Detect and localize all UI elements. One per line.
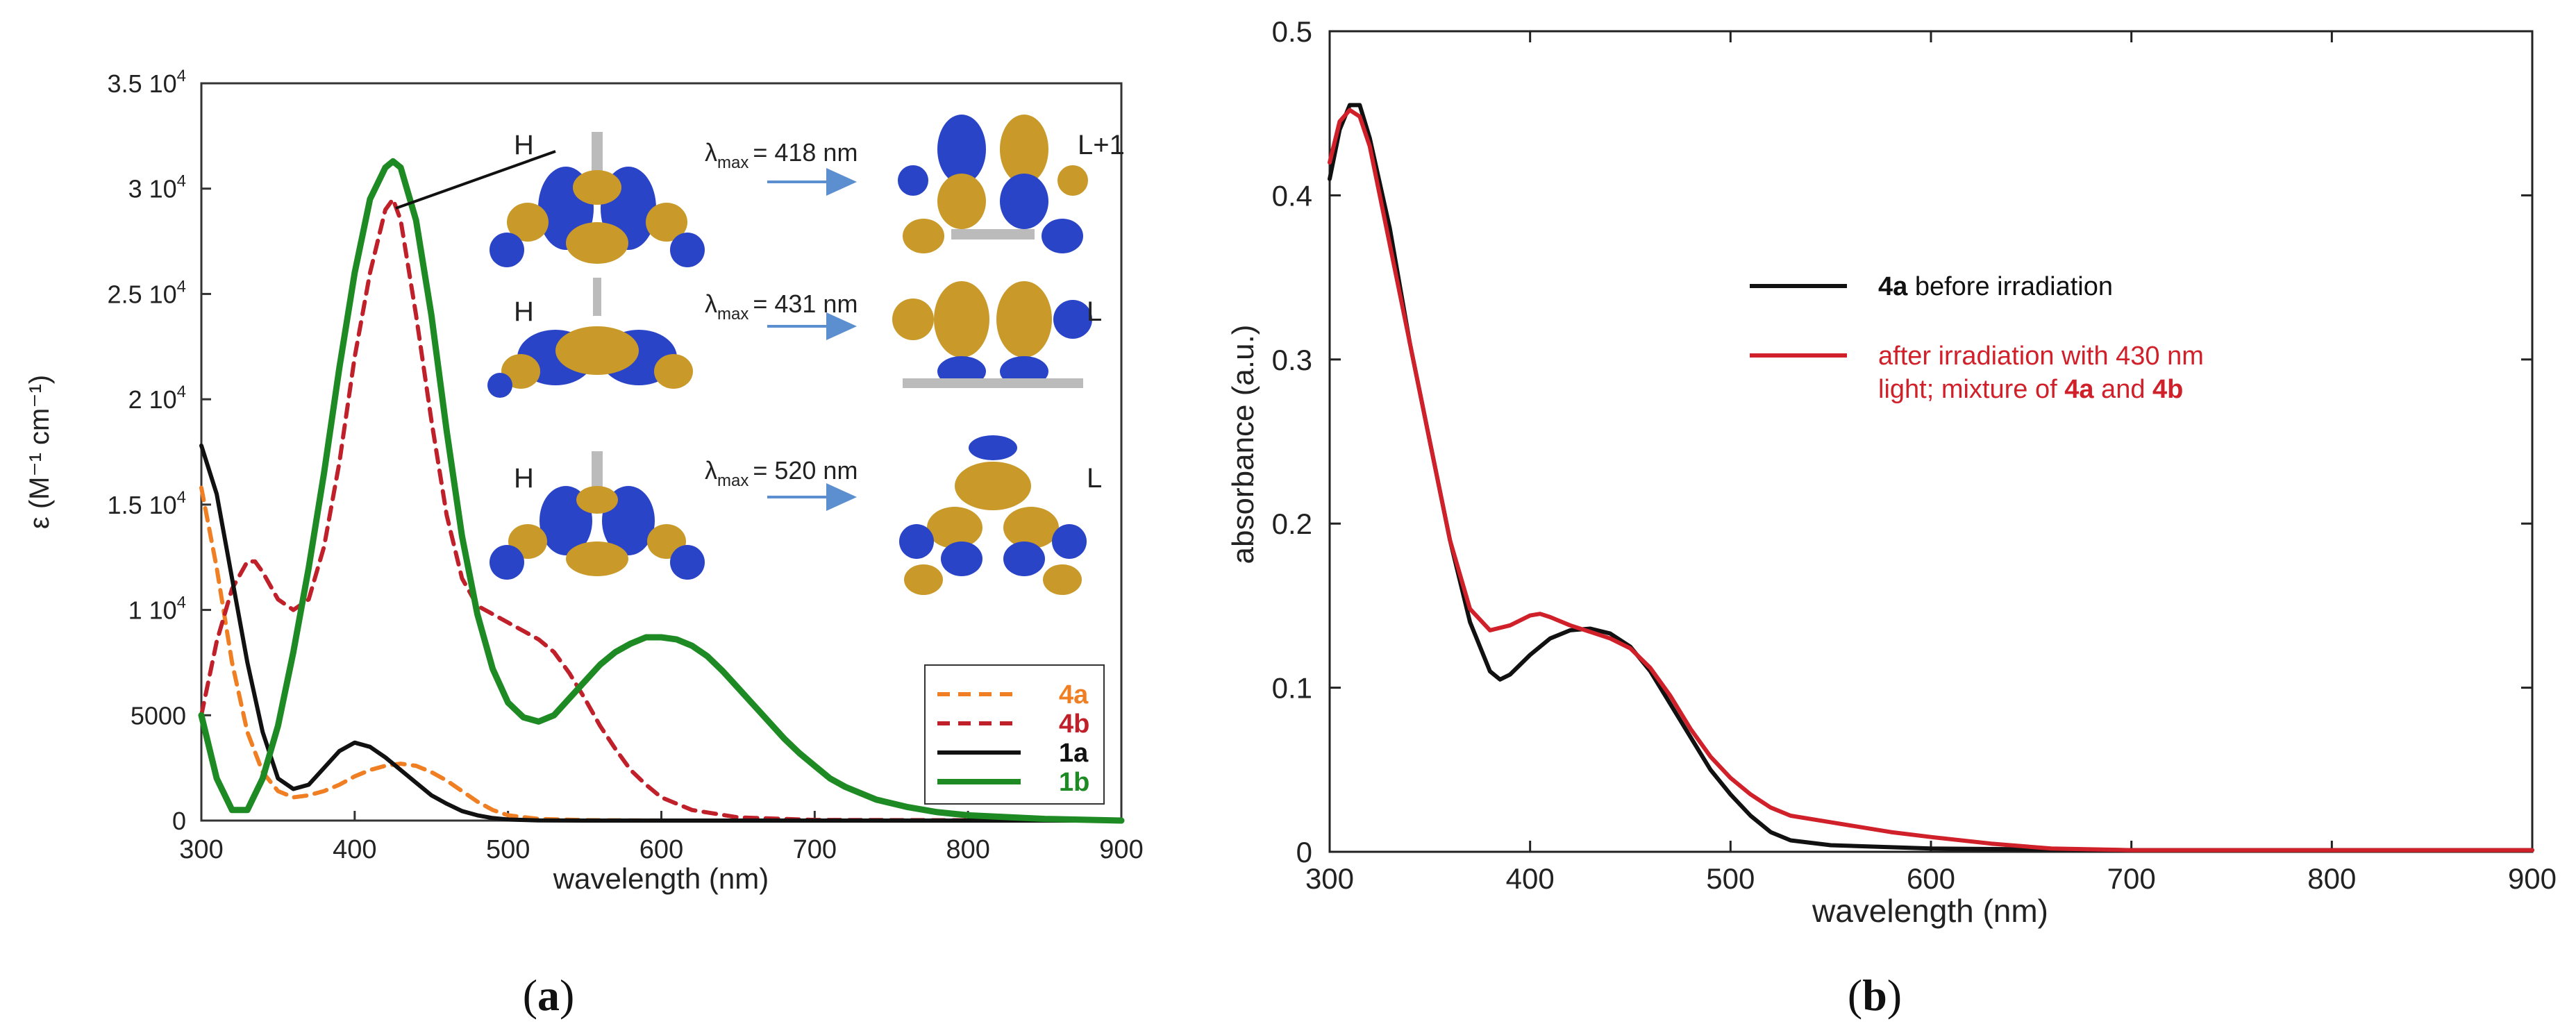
panel-a-xtick-label: 300 [179,835,223,864]
legend-label-4b: 4b [1059,709,1089,739]
panel-a-ytick-label: 2 104 [128,383,186,414]
transition-2-from: H [514,296,534,327]
transition-2-to: L [1087,296,1102,327]
orbital-lumo-plus1-1 [898,115,1088,253]
panel-b-y-axis-label: absorbance (a.u.) [1226,325,1260,564]
panel-a-xtick-label: 900 [1099,835,1143,864]
panel-b-legend: 4a before irradiation after irradiation … [1750,272,2204,404]
transition-3-from: H [514,463,534,494]
transition-3-lambda: λmax = 520 nm [705,456,858,490]
orbital-lumo-1 [892,281,1092,388]
legend-label-after-line1: after irradiation with 430 nm [1878,342,2204,371]
panel-a-xtick-label: 600 [639,835,683,864]
panel-b-xtick-label: 600 [1907,862,1955,895]
panel-b-xtick-label: 500 [1706,862,1755,895]
panel-b-ytick-label: 0.2 [1272,507,1312,540]
panel-b-label: (b) [1848,971,1902,1020]
transition-2: H λmax = 431 nm L [514,289,1102,340]
orbital-homo-2 [487,278,693,398]
panel-b-xtick-label: 400 [1506,862,1555,895]
legend-label-1a: 1a [1059,739,1089,768]
panel-b-ytick-label: 0 [1296,836,1312,868]
panel-b-plot-frame [1328,30,2534,853]
orbital-illustrations [487,115,1092,595]
panel-a-x-axis-label: wavelength (nm) [553,862,769,895]
panel-b-ytick-label: 0.4 [1272,179,1312,212]
panel-b-x-tick-labels: 300 400 500 600 700 800 900 [1305,862,2557,895]
series-line-4b [199,196,1123,823]
panel-b-chart: 0 0.1 0.2 0.3 0.4 0.5 300 400 500 600 700 800 900 w… [1226,15,2557,1020]
panel-a-y-tick-labels: 0 5000 1 104 1.5 104 2 104 2.5 104 3 104 3.5 10… [108,67,186,835]
panel-b-xtick-label: 700 [2107,862,2156,895]
transition-2-lambda: λmax = 431 nm [705,289,858,324]
transition-1-lambda: λmax = 418 nm [705,138,858,172]
panel-a-chart: 0 5000 1 104 1.5 104 2 104 2.5 104 3 104 3.5 10… [24,67,1144,1020]
panel-a-ytick-label: 5000 [131,701,186,730]
transition-3-to: L [1087,463,1102,494]
panel-a-legend: 4a 4b 1a 1b [924,664,1105,805]
panel-b-xtick-label: 300 [1305,862,1354,895]
panel-b-xtick-label: 900 [2508,862,2557,895]
transition-1: H λmax = 418 nm L+1 [395,130,1125,210]
panel-a-xtick-label: 400 [333,835,376,864]
orbital-homo-3 [490,451,705,580]
transition-1-pointer [395,150,556,210]
panel-b-series [1328,103,2534,853]
panel-a-y-axis-label: ε (M⁻¹ cm⁻¹) [24,375,55,529]
panel-b-ytick-label: 0.5 [1272,15,1312,48]
panel-b-xtick-label: 800 [2307,862,2356,895]
series-line-1b [198,158,1125,824]
panel-a-ytick-label: 2.5 104 [108,277,186,308]
panel-a-ytick-label: 3 104 [128,172,186,203]
series-line-after-irradiation [1328,108,2534,853]
transition-1-to: L+1 [1078,130,1125,160]
panel-a-series [198,158,1125,824]
legend-label-before: 4a before irradiation [1878,272,2113,301]
panel-b-ytick-label: 0.3 [1272,344,1312,376]
panel-a-xtick-label: 800 [946,835,989,864]
panel-a-x-tick-labels: 300 400 500 600 700 800 900 [179,835,1143,864]
orbital-homo-1 [490,132,705,267]
panel-a-label: (a) [523,971,575,1020]
series-line-1a [199,443,1123,823]
legend-label-1b: 1b [1059,768,1089,797]
legend-label-4a: 4a [1059,680,1089,709]
panel-b-ytick-label: 0.1 [1272,672,1312,705]
panel-a-xtick-label: 700 [793,835,837,864]
panel-a-ytick-label: 3.5 104 [108,67,186,98]
panel-b-x-axis-label: wavelength (nm) [1812,893,2048,929]
legend-label-after-line2: light; mixture of 4a and 4b [1878,375,2183,404]
transition-3: H λmax = 520 nm L [514,456,1102,511]
series-line-4a-before [1328,103,2534,853]
panel-a-ytick-label: 1 104 [128,594,186,625]
panel-a-ytick-label: 1.5 104 [108,488,186,519]
transition-1-from: H [514,130,534,160]
orbital-lumo-2 [899,435,1087,595]
panel-b-y-tick-labels: 0 0.1 0.2 0.3 0.4 0.5 [1272,15,1312,868]
panel-a-xtick-label: 500 [486,835,530,864]
panel-b-ticks [1328,30,2534,853]
panel-a-ytick-label: 0 [172,807,186,835]
